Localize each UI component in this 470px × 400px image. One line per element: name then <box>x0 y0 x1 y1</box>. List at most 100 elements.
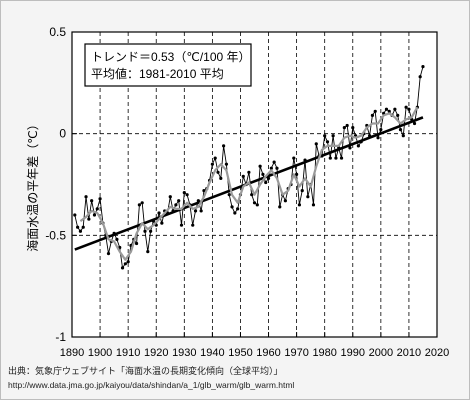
annual-point-1956 <box>255 203 259 207</box>
annual-point-1946 <box>227 193 231 197</box>
annual-point-1935 <box>196 199 200 203</box>
annual-point-1948 <box>233 211 237 215</box>
annual-point-1925 <box>168 195 172 199</box>
annual-point-1992 <box>356 144 360 148</box>
annual-point-1926 <box>171 209 175 213</box>
annual-point-1933 <box>191 223 195 227</box>
annual-point-1897 <box>90 199 94 203</box>
annual-point-2014 <box>418 75 422 79</box>
annual-point-1962 <box>272 160 276 164</box>
annual-point-1990 <box>351 125 355 130</box>
annual-point-1963 <box>275 166 279 170</box>
annotation-box: トレンド＝0.53（℃/100 年） 平均値：1981-2010 平均 <box>84 43 252 87</box>
annual-point-1969 <box>292 156 296 160</box>
annual-point-1922 <box>160 221 164 225</box>
annual-point-1972 <box>300 189 304 193</box>
x-tick-label-2000: 2000 <box>369 347 393 359</box>
axes <box>71 31 438 338</box>
annual-point-1909 <box>123 262 127 266</box>
y-tick-label-0.5: 0.5 <box>49 25 66 39</box>
annual-point-1981 <box>325 140 330 144</box>
annual-point-2012 <box>412 121 417 126</box>
annual-point-1999 <box>376 136 380 140</box>
annual-point-1973 <box>303 158 307 162</box>
annual-point-1976 <box>311 203 316 207</box>
annual-point-1919 <box>151 219 156 223</box>
annual-point-1942 <box>216 170 220 174</box>
annual-point-1931 <box>185 193 189 197</box>
annual-point-1937 <box>202 189 206 193</box>
annual-point-1905 <box>112 231 116 235</box>
annual-point-1957 <box>258 164 262 168</box>
annual-point-1951 <box>241 174 245 178</box>
annual-point-1929 <box>179 223 184 227</box>
x-tick-label-1890: 1890 <box>60 347 84 359</box>
annual-point-1996 <box>368 134 372 138</box>
annual-point-2003 <box>387 109 391 113</box>
annual-point-1958 <box>261 172 265 176</box>
annual-point-1930 <box>182 191 186 195</box>
y-tick-label-0: 0 <box>59 127 66 141</box>
annual-point-2006 <box>396 113 400 117</box>
annual-point-2008 <box>401 134 405 138</box>
x-tick-label-1960: 1960 <box>256 347 280 359</box>
annual-point-1900 <box>98 197 102 201</box>
x-tick-label-1980: 1980 <box>312 347 336 359</box>
annual-point-1997 <box>370 113 375 117</box>
annual-point-1896 <box>87 217 91 221</box>
annual-point-1915 <box>140 201 144 205</box>
annual-point-1893 <box>78 229 83 233</box>
annual-point-1921 <box>157 211 161 215</box>
annual-point-1987 <box>342 125 346 130</box>
annual-point-1984 <box>334 156 338 160</box>
annual-point-1916 <box>143 229 147 233</box>
annual-point-1914 <box>137 203 141 207</box>
annual-point-1903 <box>106 252 111 256</box>
axes-frame <box>71 31 438 338</box>
annual-point-1986 <box>339 156 344 160</box>
annual-point-1988 <box>345 123 349 128</box>
source-url: http://www.data.jma.go.jp/kaiyou/data/sh… <box>8 380 295 390</box>
annotation-normal-text: 平均値：1981-2010 平均 <box>91 66 224 81</box>
annual-point-1891 <box>73 213 77 217</box>
annual-point-1961 <box>269 166 273 170</box>
annual-point-2015 <box>421 64 425 69</box>
annual-point-1894 <box>81 225 85 229</box>
x-tick-label-1900: 1900 <box>88 347 112 359</box>
annual-point-1980 <box>323 134 327 138</box>
annual-point-1971 <box>297 203 302 207</box>
x-tick-label-2010: 2010 <box>397 347 421 359</box>
annual-point-1918 <box>149 229 153 233</box>
annual-point-1966 <box>283 199 287 203</box>
annual-point-1913 <box>134 241 139 246</box>
annual-point-1917 <box>146 250 150 254</box>
x-tick-label-1910: 1910 <box>116 347 140 359</box>
series-group <box>73 64 425 270</box>
annual-point-1899 <box>95 207 99 211</box>
x-tick-label-1990: 1990 <box>341 347 365 359</box>
annual-point-2005 <box>393 107 397 111</box>
y-tick-label--0.5: -0.5 <box>45 228 66 242</box>
x-tick-label-1930: 1930 <box>172 347 196 359</box>
annual-point-1945 <box>224 162 229 166</box>
annual-point-1941 <box>213 156 217 160</box>
annual-point-1989 <box>348 146 352 150</box>
smoothed-series-line <box>79 106 419 261</box>
annual-point-1964 <box>278 205 282 209</box>
annual-point-1977 <box>314 142 318 146</box>
annotation-trend-text: トレンド＝0.53（℃/100 年） <box>91 50 251 64</box>
annual-point-2000 <box>379 128 383 132</box>
sst-anomaly-chart: 1890 1900 1910 1920 1930 1940 1950 1960 1970 1980… <box>25 25 449 359</box>
annual-point-1970 <box>295 172 299 176</box>
annual-point-1998 <box>373 109 377 113</box>
y-tick-label--1: -1 <box>55 330 66 344</box>
annual-point-2007 <box>398 128 403 132</box>
annual-point-1928 <box>177 199 181 203</box>
annual-point-1959 <box>264 180 268 185</box>
annual-point-1985 <box>337 146 341 150</box>
annual-point-1982 <box>328 156 332 160</box>
annual-point-1955 <box>252 201 257 205</box>
annual-point-1906 <box>115 237 119 241</box>
x-tick-label-1970: 1970 <box>284 347 308 359</box>
x-tick-label-1940: 1940 <box>200 347 224 359</box>
